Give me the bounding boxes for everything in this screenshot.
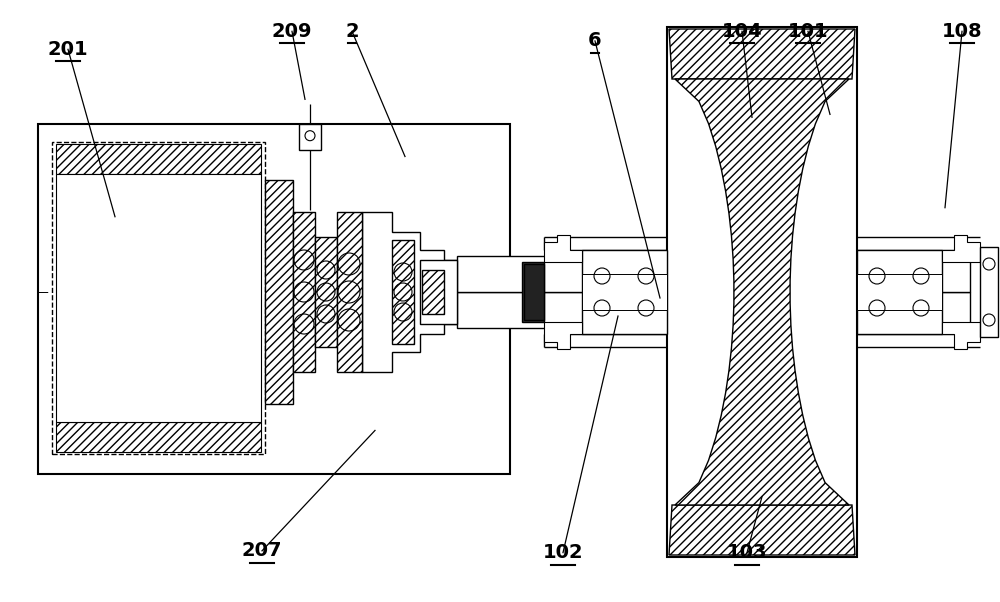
Bar <box>293 212 315 372</box>
Bar <box>265 180 293 404</box>
Bar <box>524 264 544 320</box>
Polygon shape <box>942 322 980 349</box>
Text: 101: 101 <box>788 22 828 41</box>
Bar <box>56 174 261 422</box>
Bar <box>522 262 544 322</box>
Bar <box>299 124 321 150</box>
Polygon shape <box>544 322 582 349</box>
Bar <box>392 240 414 344</box>
Bar <box>422 270 444 314</box>
Polygon shape <box>675 79 849 505</box>
Text: 102: 102 <box>543 543 583 562</box>
Bar <box>38 124 510 474</box>
Bar <box>457 292 970 328</box>
Text: 2: 2 <box>345 22 359 41</box>
Text: 6: 6 <box>588 31 602 51</box>
Polygon shape <box>544 235 582 262</box>
Bar <box>315 237 337 347</box>
Text: 104: 104 <box>722 22 762 41</box>
Bar <box>337 212 362 372</box>
Bar <box>457 256 970 292</box>
Text: 201: 201 <box>48 40 88 59</box>
Text: 108: 108 <box>942 22 982 41</box>
Bar <box>582 274 667 310</box>
Bar <box>56 144 261 174</box>
Text: 207: 207 <box>242 541 282 560</box>
Polygon shape <box>942 235 980 262</box>
Bar <box>857 274 942 310</box>
Bar <box>265 304 327 316</box>
Bar <box>265 298 327 304</box>
Bar <box>582 250 667 334</box>
Text: 103: 103 <box>727 543 767 562</box>
Bar <box>420 260 457 324</box>
Bar <box>56 422 261 452</box>
Bar <box>667 27 857 557</box>
Polygon shape <box>362 212 457 372</box>
Polygon shape <box>669 505 855 555</box>
Bar <box>52 142 265 454</box>
Polygon shape <box>669 29 855 79</box>
Text: 209: 209 <box>272 22 312 41</box>
Bar <box>857 250 942 334</box>
Bar <box>980 247 998 337</box>
